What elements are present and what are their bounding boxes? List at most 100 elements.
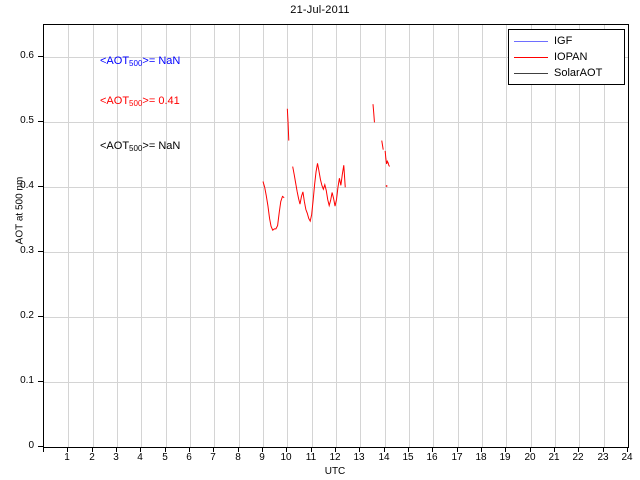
chart-title: 21-Jul-2011 [290,4,350,16]
y-axis-tick-label: 0.4 [20,180,34,191]
gridline-vertical [287,25,288,447]
x-axis-tick [603,447,604,452]
x-axis-tick-label: 17 [451,452,463,463]
gridline-horizontal [44,382,628,383]
gridline-vertical [482,25,483,447]
annotation-solaraot-value: NaN [158,140,181,152]
annotation-iopan-mean: <AOT500>= 0.41 [100,95,180,108]
x-axis-label: UTC [324,466,346,477]
x-axis-tick-label: 2 [89,452,95,463]
plot-area [43,24,629,448]
x-axis-tick-label: 16 [426,452,438,463]
x-axis-tick-label: 14 [378,452,390,463]
gridline-vertical [312,25,313,447]
annotation-iopan-suffix: >= [142,95,156,107]
x-axis-tick [213,447,214,452]
x-axis-tick-label: 12 [329,452,341,463]
y-axis-tick [38,251,43,252]
gridline-vertical [360,25,361,447]
x-axis-tick-label: 11 [305,452,317,463]
chart-legend: IGF IOPAN SolarAOT [508,29,625,85]
annotation-iopan-prefix: <AOT [100,95,130,107]
x-axis-tick-label: 15 [402,452,414,463]
annotation-igf-mean: <AOT500>= NaN [100,55,181,68]
x-axis-tick [43,447,44,452]
y-axis-tick-label: 0.2 [20,310,34,321]
x-axis-tick [335,447,336,452]
gridline-horizontal [44,252,628,253]
legend-item-iopan[interactable]: IOPAN [509,49,624,65]
legend-swatch-solaraot [514,72,548,74]
gridline-vertical [166,25,167,447]
x-axis-tick-label: 10 [280,452,292,463]
x-axis-tick [286,447,287,452]
y-axis-tick-label: 0.5 [20,115,34,126]
gridline-vertical [555,25,556,447]
x-axis-tick-label: 20 [524,452,536,463]
y-axis-tick [38,56,43,57]
y-axis-tick-label: 0.1 [20,375,34,386]
gridline-vertical [409,25,410,447]
annotation-igf-subscript: 500 [129,59,143,68]
gridline-vertical [531,25,532,447]
x-axis-tick-label: 22 [572,452,584,463]
data-series-layer [262,104,390,231]
gridline-vertical [190,25,191,447]
gridline-horizontal [44,317,628,318]
gridline-horizontal [44,122,628,123]
x-axis-tick-label: 7 [210,452,216,463]
y-axis-tick [38,381,43,382]
x-axis-tick-label: 5 [162,452,168,463]
data-line-iopan [262,181,285,231]
legend-label: IGF [554,35,573,47]
plot-inner [44,25,628,447]
gridline-vertical [263,25,264,447]
x-axis-tick-label: 8 [235,452,241,463]
gridline-vertical [433,25,434,447]
y-axis-tick [38,446,43,447]
data-line-iopan [286,108,290,141]
x-axis-tick [359,447,360,452]
x-axis-tick-label: 9 [259,452,265,463]
x-axis-tick-label: 6 [186,452,192,463]
gridline-horizontal [44,187,628,188]
x-axis-tick [92,447,93,452]
data-line-iopan [384,150,390,167]
legend-label: IOPAN [554,51,588,63]
x-axis-tick-label: 3 [113,452,119,463]
annotation-igf-prefix: <AOT [100,55,130,67]
x-axis-tick [140,447,141,452]
data-line-iopan [292,163,346,223]
x-axis-tick [578,447,579,452]
legend-item-solaraot[interactable]: SolarAOT [509,65,624,81]
x-axis-tick [189,447,190,452]
x-axis-tick [311,447,312,452]
gridline-vertical [68,25,69,447]
gridline-vertical [385,25,386,447]
x-axis-tick [408,447,409,452]
gridline-vertical [604,25,605,447]
x-axis-tick [481,447,482,452]
annotation-solaraot-suffix: >= [142,140,156,152]
gridline-vertical [117,25,118,447]
x-axis-tick-label: 4 [137,452,143,463]
gridline-vertical [579,25,580,447]
gridline-vertical [506,25,507,447]
data-point [385,185,388,187]
y-axis-tick [38,316,43,317]
gridline-vertical [336,25,337,447]
x-axis-tick [505,447,506,452]
annotation-iopan-subscript: 500 [129,99,143,108]
x-axis-tick [432,447,433,452]
annotation-igf-value: NaN [158,55,181,67]
legend-swatch-iopan [514,56,548,58]
annotation-solaraot-prefix: <AOT [100,140,130,152]
x-axis-tick [116,447,117,452]
annotation-solaraot-subscript: 500 [129,144,143,153]
y-axis-tick-label: 0.6 [20,50,34,61]
legend-item-igf[interactable]: IGF [509,33,624,49]
gridline-vertical [239,25,240,447]
annotation-iopan-value: 0.41 [158,95,180,107]
x-axis-tick [238,447,239,452]
